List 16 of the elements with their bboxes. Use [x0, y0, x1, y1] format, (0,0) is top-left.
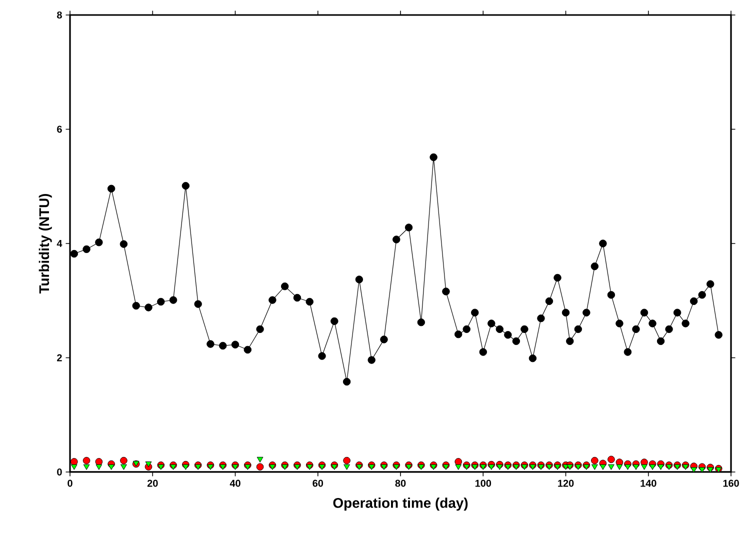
- y-axis-title: Turbidity (NTU): [38, 194, 52, 294]
- x-tick-label: 100: [475, 480, 492, 487]
- x-tick-label: 120: [558, 480, 574, 487]
- x-tick-label: 20: [147, 480, 158, 487]
- x-tick-label: 160: [723, 480, 739, 487]
- x-tick-label: 80: [395, 480, 406, 487]
- y-tick-label: 2: [57, 354, 62, 362]
- y-tick-label: 6: [57, 126, 62, 133]
- y-tick-label: 0: [57, 468, 62, 476]
- x-tick-label: 140: [640, 480, 656, 487]
- y-tick-label: 4: [56, 240, 62, 247]
- y-tick-label: 8: [57, 11, 62, 19]
- x-tick-label: 60: [312, 480, 324, 487]
- x-tick-label: 40: [230, 480, 240, 487]
- x-axis-title: Operation time (day): [333, 498, 468, 511]
- x-tick-label: 0: [68, 480, 72, 487]
